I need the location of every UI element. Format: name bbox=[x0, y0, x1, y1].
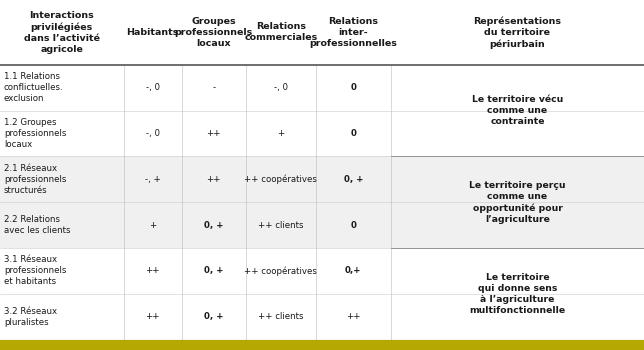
Text: 0, +: 0, + bbox=[204, 220, 223, 230]
Text: +: + bbox=[277, 129, 285, 138]
Text: ++ coopératives: ++ coopératives bbox=[244, 175, 317, 184]
Text: Relations
commerciales: Relations commerciales bbox=[244, 22, 317, 42]
Text: -: - bbox=[213, 83, 215, 92]
Bar bbox=[0, 248, 644, 294]
Text: Relations
inter-
professionnelles: Relations inter- professionnelles bbox=[309, 17, 397, 48]
Bar bbox=[0, 65, 644, 111]
Text: -, 0: -, 0 bbox=[274, 83, 288, 92]
Text: Le territoire
qui donne sens
à l’agriculture
multifonctionnelle: Le territoire qui donne sens à l’agricul… bbox=[469, 273, 565, 315]
Text: 1.2 Groupes
professionnels
locaux: 1.2 Groupes professionnels locaux bbox=[4, 118, 66, 149]
Text: 3.1 Réseaux
professionnels
et habitants: 3.1 Réseaux professionnels et habitants bbox=[4, 255, 66, 286]
Text: Groupes
professionnels
locaux: Groupes professionnels locaux bbox=[175, 17, 253, 48]
Text: ++: ++ bbox=[207, 175, 221, 184]
Text: ++: ++ bbox=[146, 266, 160, 275]
Text: 0, +: 0, + bbox=[204, 312, 223, 321]
Bar bbox=[0, 111, 644, 156]
Bar bbox=[0, 294, 644, 340]
Text: 0: 0 bbox=[350, 220, 356, 230]
Text: 2.1 Réseaux
professionnels
structurés: 2.1 Réseaux professionnels structurés bbox=[4, 164, 66, 195]
Text: Habitants: Habitants bbox=[126, 28, 179, 37]
Text: Interactions
privilégiées
dans l’activité
agricole: Interactions privilégiées dans l’activit… bbox=[24, 11, 100, 54]
Text: -, 0: -, 0 bbox=[146, 129, 160, 138]
Text: 0: 0 bbox=[350, 83, 356, 92]
Text: 0, +: 0, + bbox=[204, 266, 223, 275]
Bar bbox=[0, 340, 644, 350]
Bar bbox=[0, 156, 644, 202]
Text: ++ coopératives: ++ coopératives bbox=[244, 266, 317, 275]
Text: 0,+: 0,+ bbox=[345, 266, 361, 275]
Text: ++ clients: ++ clients bbox=[258, 220, 303, 230]
Text: -, +: -, + bbox=[145, 175, 160, 184]
Text: 0, +: 0, + bbox=[343, 175, 363, 184]
Text: 2.2 Relations
avec les clients: 2.2 Relations avec les clients bbox=[4, 215, 70, 235]
Text: Le territoire perçu
comme une
opportunité pour
l’agriculture: Le territoire perçu comme une opportunit… bbox=[469, 181, 565, 224]
Text: 3.2 Réseaux
pluralistes: 3.2 Réseaux pluralistes bbox=[4, 307, 57, 327]
Text: +: + bbox=[149, 220, 156, 230]
Text: Le territoire vécu
comme une
contrainte: Le territoire vécu comme une contrainte bbox=[472, 95, 563, 126]
Text: 1.1 Relations
conflictuelles.
exclusion: 1.1 Relations conflictuelles. exclusion bbox=[4, 72, 64, 103]
Text: ++ clients: ++ clients bbox=[258, 312, 303, 321]
Text: Représentations
du territoire
périurbain: Représentations du territoire périurbain bbox=[473, 16, 562, 49]
Text: ++: ++ bbox=[346, 312, 361, 321]
Text: 0: 0 bbox=[350, 129, 356, 138]
Text: ++: ++ bbox=[207, 129, 221, 138]
Bar bbox=[0, 202, 644, 248]
Bar bbox=[0, 0, 644, 65]
Text: ++: ++ bbox=[146, 312, 160, 321]
Text: -, 0: -, 0 bbox=[146, 83, 160, 92]
